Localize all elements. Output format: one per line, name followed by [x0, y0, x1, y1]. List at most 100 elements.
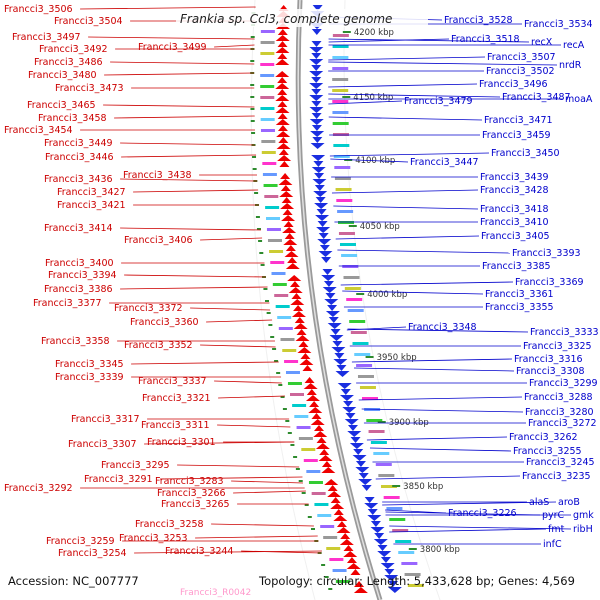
right-gene-label[interactable]: Francci3_3502	[486, 66, 555, 77]
right-gene-label[interactable]: recX	[531, 37, 553, 48]
left-gene-label[interactable]: Francci3_3339	[55, 372, 124, 383]
forward-gene-arrow	[322, 287, 337, 293]
left-gene-label[interactable]: Francci3_3301	[147, 437, 216, 448]
left-label-leader	[233, 490, 306, 494]
left-gene-label[interactable]: Francci3_3337	[138, 376, 207, 387]
left-gene-label[interactable]: Francci3_3400	[45, 258, 114, 269]
left-gene-label[interactable]: Francci3_3321	[142, 393, 211, 404]
right-gene-label[interactable]: gmk	[573, 510, 594, 521]
right-gene-label[interactable]: Francci3_3534	[524, 19, 593, 30]
left-gene-label[interactable]: Francci3_3499	[138, 42, 207, 53]
left-gene-label[interactable]: Francci3_3283	[155, 476, 224, 487]
right-gene-label[interactable]: infC	[543, 539, 562, 550]
left-gene-label[interactable]: Francci3_3372	[114, 303, 183, 314]
left-gene-label[interactable]: Francci3_3421	[57, 200, 126, 211]
left-gene-label[interactable]: Francci3_3295	[101, 460, 170, 471]
left-gene-label[interactable]: Francci3_3449	[44, 138, 113, 149]
right-gene-label[interactable]: Francci3_3333	[530, 327, 599, 338]
right-gene-label[interactable]: Francci3_3226	[448, 508, 517, 519]
right-gene-label[interactable]: Francci3_3439	[480, 172, 549, 183]
left-gene-label[interactable]: Francci3_3345	[55, 359, 124, 370]
left-gene-label[interactable]: Francci3_3258	[135, 519, 204, 530]
reverse-gene-arrow	[275, 107, 290, 113]
right-gene-label[interactable]: Francci3_3428	[480, 185, 549, 196]
right-gene-label[interactable]: Francci3_3418	[480, 204, 549, 215]
right-gene-label[interactable]: nrdR	[559, 60, 582, 71]
right-gene-label[interactable]: aroB	[558, 497, 580, 508]
right-gene-label[interactable]: Francci3_3262	[509, 432, 578, 443]
reverse-gene-arrow	[306, 389, 317, 395]
left-gene-label[interactable]: Francci3_3506	[4, 4, 73, 15]
left-gene-label[interactable]: Francci3_3358	[41, 336, 110, 347]
right-gene-label[interactable]: pyrC	[542, 510, 565, 521]
right-gene-label[interactable]: Francci3_3245	[526, 457, 595, 468]
left-gene-label[interactable]: Francci3_3291	[84, 474, 153, 485]
right-gene-label[interactable]: recA	[563, 40, 585, 51]
right-label-leaders	[328, 16, 572, 545]
right-gene-label[interactable]: Francci3_3507	[487, 52, 556, 63]
left-gene-label[interactable]: Francci3_3446	[45, 152, 114, 163]
left-gene-label[interactable]: Francci3_3492	[39, 44, 108, 55]
right-gene-label[interactable]: Francci3_3361	[485, 289, 554, 300]
right-gene-label[interactable]: Francci3_3385	[482, 261, 551, 272]
left-gene-label[interactable]: Francci3_3504	[54, 16, 123, 27]
right-gene-label[interactable]: Francci3_3308	[516, 366, 585, 377]
right-gene-label[interactable]: Francci3_3348	[408, 322, 477, 333]
right-gene-label[interactable]: Francci3_3496	[479, 79, 548, 90]
left-gene-label[interactable]: Francci3_3480	[28, 70, 97, 81]
left-gene-label[interactable]: Francci3_3253	[119, 533, 188, 544]
right-gene-label[interactable]: Francci3_3528	[444, 15, 513, 26]
right-gene-label[interactable]: Francci3_3325	[523, 341, 592, 352]
left-gene-label[interactable]: Francci3_3317	[71, 414, 140, 425]
feature-band	[339, 243, 356, 246]
right-gene-label[interactable]: Francci3_3471	[484, 115, 553, 126]
left-gene-label[interactable]: Francci3_3377	[33, 298, 102, 309]
right-gene-label[interactable]: Francci3_3405	[481, 231, 550, 242]
right-gene-label[interactable]: Francci3_3316	[514, 354, 583, 365]
left-gene-label[interactable]: Francci3_3427	[57, 187, 126, 198]
right-gene-label[interactable]: alaS	[529, 497, 549, 508]
right-gene-label[interactable]: Francci3_3479	[404, 96, 473, 107]
left-gene-label[interactable]: Francci3_3406	[124, 235, 193, 246]
right-gene-label[interactable]: Francci3_3288	[524, 392, 593, 403]
left-gene-label[interactable]: Francci3_3497	[12, 32, 81, 43]
right-gene-label[interactable]: Francci3_3280	[525, 407, 594, 418]
left-gene-label[interactable]: Francci3_3465	[27, 100, 96, 111]
right-gene-label[interactable]: Francci3_3235	[522, 471, 591, 482]
right-gene-label[interactable]: Francci3_3487	[502, 92, 571, 103]
left-gene-label[interactable]: Francci3_3454	[4, 125, 73, 136]
left-gene-label[interactable]: Francci3_3292	[4, 483, 73, 494]
left-gene-label[interactable]: Francci3_3386	[44, 284, 113, 295]
right-gene-label[interactable]: Francci3_3450	[491, 148, 560, 159]
right-gene-label[interactable]: Francci3_3410	[480, 217, 549, 228]
right-gene-label[interactable]: Francci3_3355	[485, 302, 554, 313]
right-gene-label[interactable]: moaA	[565, 94, 593, 105]
left-gene-label[interactable]: Francci3_3394	[48, 270, 117, 281]
left-gene-label[interactable]: Francci3_3244	[165, 546, 234, 557]
right-gene-label[interactable]: fmt	[548, 524, 565, 535]
left-gene-label[interactable]: Francci3_3486	[34, 57, 103, 68]
right-gene-label[interactable]: Francci3_3369	[515, 277, 584, 288]
left-gene-label[interactable]: Francci3_3311	[141, 420, 210, 431]
right-gene-label[interactable]: Francci3_3393	[512, 248, 581, 259]
left-gene-label[interactable]: Francci3_3259	[46, 536, 115, 547]
left-gene-label[interactable]: Francci3_3307	[68, 439, 137, 450]
left-gene-label[interactable]: Francci3_3352	[124, 340, 193, 351]
right-gene-label[interactable]: Francci3_3447	[410, 157, 479, 168]
right-gene-label[interactable]: Francci3_3272	[528, 418, 597, 429]
right-gene-label[interactable]: Francci3_3459	[482, 130, 551, 141]
left-gene-label[interactable]: Francci3_3438	[123, 170, 192, 181]
left-gene-label[interactable]: Francci3_3254	[58, 548, 127, 559]
left-gene-label[interactable]: Francci3_3436	[44, 174, 113, 185]
left-gene-label[interactable]: Francci3_3360	[130, 317, 199, 328]
right-gene-label[interactable]: Francci3_3299	[529, 378, 598, 389]
right-gene-label[interactable]: ribH	[573, 524, 593, 535]
left-gene-label[interactable]: Francci3_3266	[157, 488, 226, 499]
left-gene-label[interactable]: Francci3_3458	[38, 113, 107, 124]
right-gene-label[interactable]: Francci3_3255	[513, 446, 582, 457]
left-gene-label[interactable]: Francci3_3414	[44, 223, 113, 234]
gc-marker	[250, 60, 255, 62]
right-gene-label[interactable]: Francci3_3518	[451, 34, 520, 45]
left-gene-label[interactable]: Francci3_3265	[161, 499, 230, 510]
left-gene-label[interactable]: Francci3_3473	[55, 83, 124, 94]
